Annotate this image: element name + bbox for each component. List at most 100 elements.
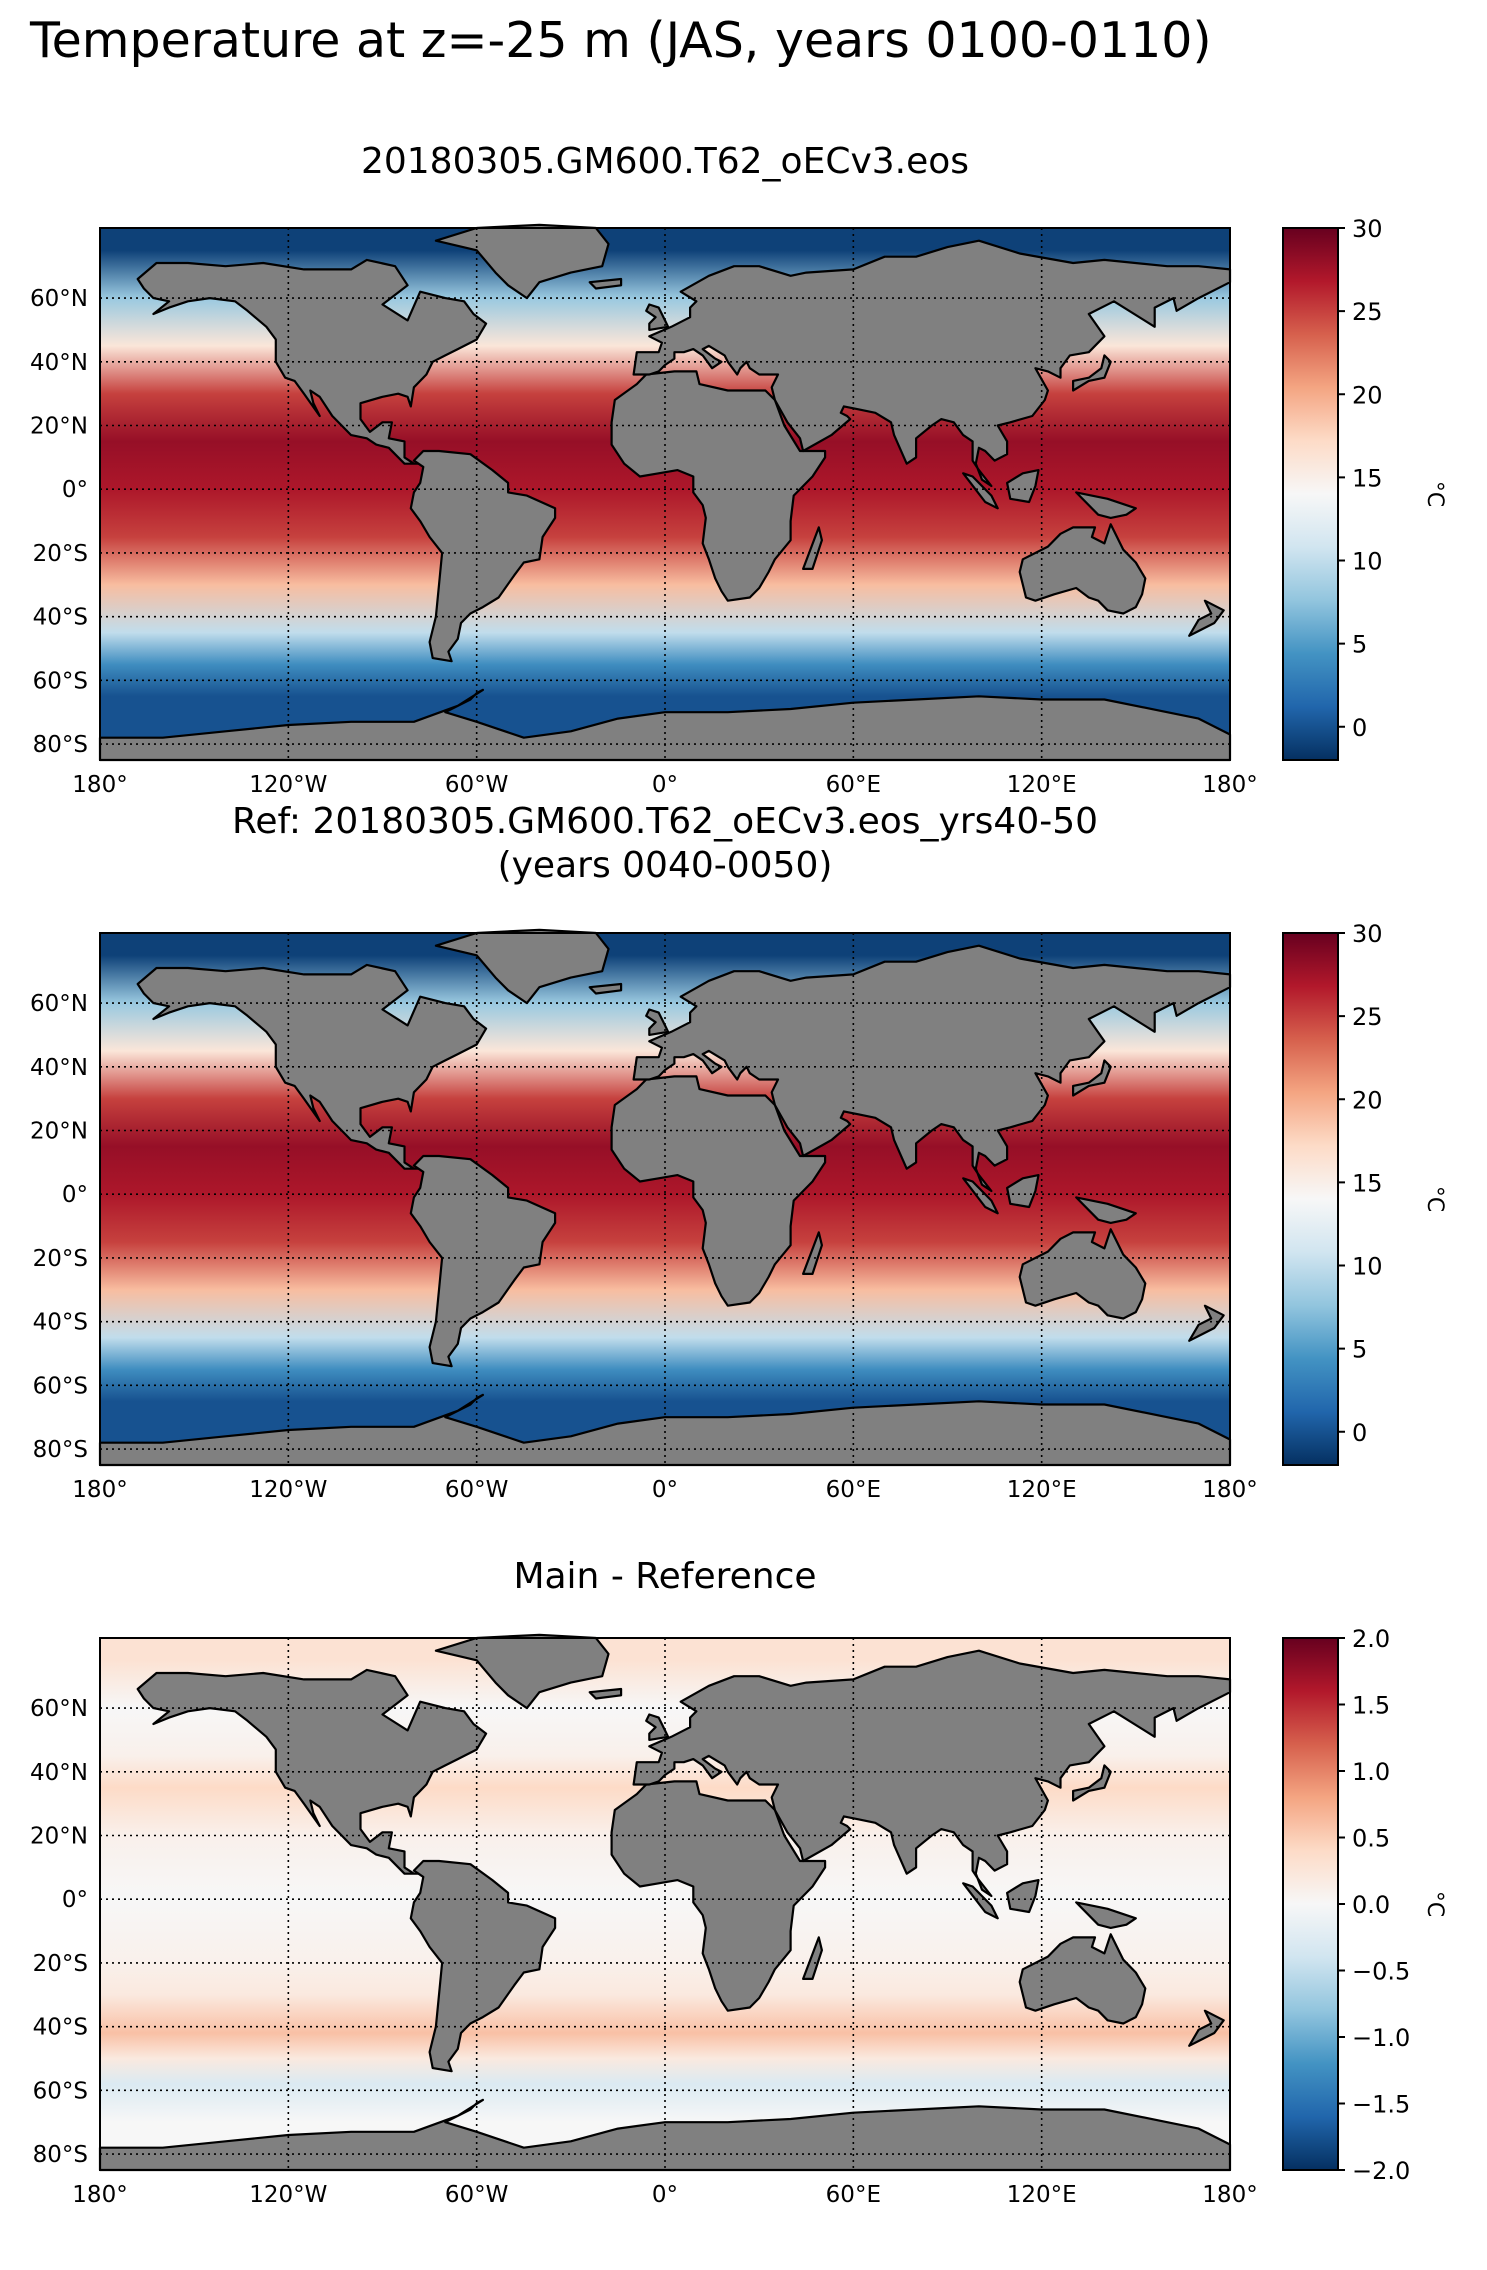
colorbar-tick-label: 1.5 xyxy=(1352,1692,1390,1720)
land-masses xyxy=(98,223,1232,762)
colorbar-unit-label: °C xyxy=(1422,481,1447,507)
land-australia xyxy=(1018,1228,1147,1320)
colorbar-unit-label: °C xyxy=(1422,1891,1447,1917)
land-antarctica xyxy=(98,2098,1232,2172)
gridlines xyxy=(100,228,1230,760)
land-antarctica xyxy=(98,1393,1232,1467)
land-sumatra xyxy=(962,1882,999,1920)
lat-tick-label: 40°S xyxy=(33,1310,88,1336)
land-africa xyxy=(610,1780,827,2012)
lon-tick-label: 180° xyxy=(1202,1477,1257,1503)
land-new-zealand xyxy=(1188,1304,1225,1342)
colorbar-tick-label: 10 xyxy=(1352,1253,1383,1281)
lon-tick-label: 0° xyxy=(652,772,678,798)
land-madagascar xyxy=(802,1231,823,1275)
land-greenland xyxy=(434,928,610,1005)
colorbar-tick-label: 2.0 xyxy=(1352,1625,1390,1653)
panel-title-reference: Ref: 20180305.GM600.T62_oECv3.eos_yrs40-… xyxy=(100,800,1230,888)
lat-tick-label: 40°N xyxy=(30,1055,88,1081)
panel-title-line: 20180305.GM600.T62_oECv3.eos xyxy=(360,141,970,182)
lon-tick-label: 60°W xyxy=(445,2182,509,2208)
land-australia xyxy=(1018,1933,1147,2025)
map-panel-reference: 180° 120°W 60°W 0° 60°E 120°E 180° 60°N 40°N 20°N… xyxy=(30,920,1447,1503)
panel-title-line: (years 0040-0050) xyxy=(497,845,833,886)
lon-tick-label: 0° xyxy=(652,2182,678,2208)
lat-tick-label: 0° xyxy=(62,477,88,503)
land-antarctica xyxy=(98,688,1232,762)
lat-tick-label: 20°N xyxy=(30,1824,88,1850)
land-new-guinea xyxy=(1075,491,1137,519)
lon-tick-label: 180° xyxy=(1202,772,1257,798)
land-greenland xyxy=(434,223,610,300)
lon-tick-label: 120°W xyxy=(249,1477,327,1503)
lon-tick-label: 180° xyxy=(72,1477,127,1503)
lon-tick-label: 180° xyxy=(1202,2182,1257,2208)
colorbar xyxy=(1282,1637,1339,2171)
colorbar-tick-label: 30 xyxy=(1352,920,1383,948)
land-borneo xyxy=(1006,1879,1040,1914)
colorbar-tick-label: −1.0 xyxy=(1352,2024,1410,2052)
lon-tick-label: 60°E xyxy=(826,2182,881,2208)
lat-tick-label: 0° xyxy=(62,1182,88,1208)
lat-tick-label: 80°S xyxy=(33,1437,88,1463)
colorbar-tick-label: 0.0 xyxy=(1352,1891,1390,1919)
map-frame xyxy=(99,1637,1231,2171)
colorbar-unit-label: °C xyxy=(1422,1186,1447,1212)
lon-tick-label: 120°E xyxy=(1007,772,1077,798)
colorbar-tick-label: 15 xyxy=(1352,464,1383,492)
land-iceland xyxy=(588,982,623,995)
land-madagascar xyxy=(802,1936,823,1980)
land-iceland xyxy=(588,277,623,290)
lon-tick-label: 120°E xyxy=(1007,1477,1077,1503)
land-sumatra xyxy=(962,1177,999,1215)
lat-tick-label: 20°N xyxy=(30,1119,88,1145)
land-new-guinea xyxy=(1075,1901,1137,1929)
lat-tick-label: 80°S xyxy=(33,732,88,758)
map-frame xyxy=(99,932,1231,1466)
land-eurasia xyxy=(632,239,1232,488)
land-sumatra xyxy=(962,472,999,510)
land-japan xyxy=(1072,1764,1112,1802)
land-south-america xyxy=(409,1154,557,1368)
colorbar xyxy=(1282,932,1339,1466)
land-borneo xyxy=(1006,469,1040,504)
land-africa xyxy=(610,1075,827,1307)
colorbar-tick-label: 25 xyxy=(1352,298,1383,326)
land-south-america xyxy=(409,449,557,663)
colorbar-tick-label: 5 xyxy=(1352,631,1367,659)
lon-tick-label: 120°W xyxy=(249,2182,327,2208)
panel-title-difference: Main - Reference xyxy=(100,1555,1230,1599)
land-greenland xyxy=(434,1633,610,1710)
lat-tick-label: 40°S xyxy=(33,2015,88,2041)
panel-title-line: Ref: 20180305.GM600.T62_oECv3.eos_yrs40-… xyxy=(231,801,1099,842)
lon-tick-label: 60°E xyxy=(826,1477,881,1503)
land-uk xyxy=(645,1008,670,1036)
lon-tick-label: 0° xyxy=(652,1477,678,1503)
land-madagascar xyxy=(802,526,823,570)
land-australia xyxy=(1018,523,1147,615)
lon-tick-label: 180° xyxy=(72,2182,127,2208)
colorbar-tick-label: −2.0 xyxy=(1352,2157,1410,2185)
lat-tick-label: 20°S xyxy=(33,1951,88,1977)
colorbar-tick-label: 1.0 xyxy=(1352,1758,1390,1786)
lat-tick-label: 20°S xyxy=(33,1246,88,1272)
lon-tick-label: 120°W xyxy=(249,772,327,798)
panel-title-line: Main - Reference xyxy=(513,1556,817,1597)
lat-tick-label: 80°S xyxy=(33,2142,88,2168)
land-africa xyxy=(610,370,827,602)
lat-tick-label: 60°N xyxy=(30,991,88,1017)
lat-tick-label: 60°S xyxy=(33,668,88,694)
map-frame xyxy=(99,227,1231,761)
lat-tick-label: 60°N xyxy=(30,286,88,312)
map-panel-main: 180° 120°W 60°W 0° 60°E 120°E 180° 60°N 40°N 20°N… xyxy=(30,215,1447,798)
land-eurasia xyxy=(632,1649,1232,1898)
lon-tick-label: 180° xyxy=(72,772,127,798)
colorbar xyxy=(1282,227,1339,761)
map-panel-difference: 180° 120°W 60°W 0° 60°E 120°E 180° 60°N 40°N 20°N… xyxy=(30,1625,1447,2208)
colorbar-tick-label: 5 xyxy=(1352,1336,1367,1364)
gridlines xyxy=(100,1638,1230,2170)
lat-tick-label: 40°N xyxy=(30,350,88,376)
lon-tick-label: 120°E xyxy=(1007,2182,1077,2208)
colorbar-tick-label: 0 xyxy=(1352,1419,1367,1447)
lat-tick-label: 60°S xyxy=(33,2078,88,2104)
